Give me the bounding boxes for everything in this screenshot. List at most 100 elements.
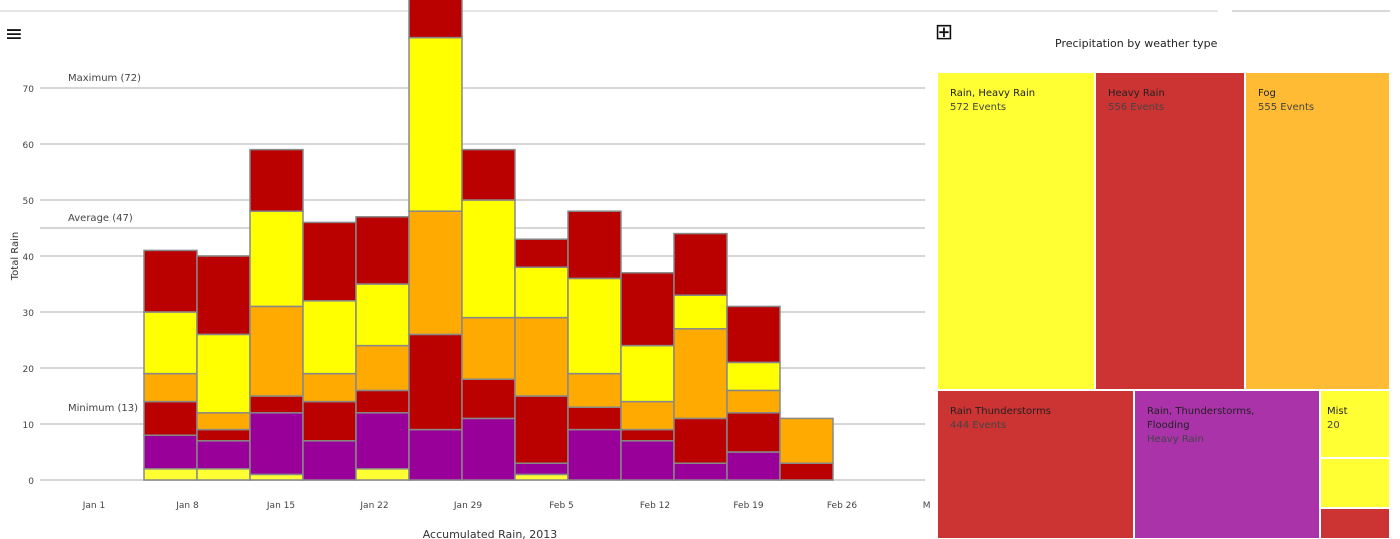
treemap-cell-2[interactable]: Fog 555 Events	[1245, 72, 1390, 390]
treemap-cell-value-5: 20	[1327, 420, 1340, 431]
treemap-cell-name-2: Fog	[1258, 88, 1276, 99]
bar-segment-7-2[interactable]	[514, 395, 569, 464]
bar-segment-11-4[interactable]	[726, 361, 781, 392]
bar-segment-0-5[interactable]	[143, 249, 198, 313]
bar-segment-3-1[interactable]	[302, 440, 357, 481]
bar-segment-3-5[interactable]	[302, 221, 357, 302]
bar-segment-0-1[interactable]	[143, 434, 198, 470]
bar-segment-10-4[interactable]	[673, 294, 728, 330]
bar-segment-8-3[interactable]	[567, 372, 622, 408]
bar-segment-4-1[interactable]	[355, 412, 410, 470]
x-tick-label-5: Feb 5	[549, 501, 574, 511]
y-tick-label-5: 50	[23, 197, 35, 207]
x-tick-label-4: Jan 29	[453, 501, 482, 511]
bar-segment-12-3[interactable]	[779, 417, 834, 464]
bar-segment-9-2[interactable]	[620, 428, 675, 442]
treemap-cell-name-4: Rain, Thunderstorms, Flooding	[1147, 406, 1255, 431]
y-tick-label-7: 70	[23, 85, 35, 95]
treemap-cell-value-2: 555 Events	[1258, 102, 1315, 113]
bar-segment-3-4[interactable]	[302, 300, 357, 375]
bar-segment-4-3[interactable]	[355, 344, 410, 392]
bar-segment-2-4[interactable]	[249, 210, 304, 308]
bar-segment-6-4[interactable]	[461, 199, 516, 319]
bar-segment-1-5[interactable]	[196, 255, 251, 336]
annotation-label-2: Minimum (13)	[68, 403, 138, 414]
treemap-cell-label-5: Mist 20	[1327, 405, 1348, 433]
bar-segment-11-2[interactable]	[726, 412, 781, 453]
bar-segment-8-4[interactable]	[567, 277, 622, 375]
bar-segment-4-2[interactable]	[355, 389, 410, 414]
bar-segment-8-1[interactable]	[567, 428, 622, 481]
bar-segment-9-3[interactable]	[620, 400, 675, 431]
bar-segment-3-2[interactable]	[302, 400, 357, 442]
x-tick-label-7: Feb 19	[733, 501, 764, 511]
bar-segment-8-5[interactable]	[567, 210, 622, 280]
bar-segment-7-3[interactable]	[514, 316, 569, 397]
bar-segment-3-3[interactable]	[302, 372, 357, 403]
treemap-options-icon[interactable]: ⊞	[934, 19, 954, 45]
bar-segment-0-2[interactable]	[143, 400, 198, 436]
bar-segment-4-4[interactable]	[355, 283, 410, 347]
bar-segment-0-0[interactable]	[143, 468, 198, 481]
bar-segment-6-3[interactable]	[461, 316, 516, 380]
treemap-cell-1[interactable]: Heavy Rain 556 Events	[1095, 72, 1245, 390]
bar-segment-4-5[interactable]	[355, 216, 410, 285]
bar-segment-5-5[interactable]	[408, 0, 463, 39]
treemap-cell-6[interactable]	[1320, 458, 1390, 508]
treemap-cell-3[interactable]: Rain Thunderstorms 444 Events	[937, 390, 1134, 539]
bar-segment-5-3[interactable]	[408, 210, 463, 336]
bar-segment-10-3[interactable]	[673, 328, 728, 420]
bar-segment-11-1[interactable]	[726, 451, 781, 481]
bar-segment-11-5[interactable]	[726, 305, 781, 364]
chart-options-icon[interactable]: ≡	[4, 21, 24, 47]
bar-segment-10-5[interactable]	[673, 232, 728, 296]
bar-segment-5-2[interactable]	[408, 333, 463, 431]
x-tick-label-3: Jan 22	[359, 501, 388, 511]
bar-segment-5-1[interactable]	[408, 428, 463, 481]
treemap-cell-7[interactable]	[1320, 508, 1390, 539]
annotation-label-0: Maximum (72)	[68, 73, 141, 84]
bar-segment-12-2[interactable]	[779, 462, 834, 481]
treemap-cell-label-4: Rain, Thunderstorms, Flooding Heavy Rain	[1147, 405, 1294, 447]
y-tick-label-1: 10	[23, 421, 35, 431]
treemap-cell-5[interactable]: Mist 20	[1320, 390, 1390, 458]
treemap-cell-0[interactable]: Rain, Heavy Rain 572 Events	[937, 72, 1095, 390]
bar-segment-7-4[interactable]	[514, 266, 569, 319]
bar-segment-5-4[interactable]	[408, 36, 463, 212]
treemap-cell-4[interactable]: Rain, Thunderstorms, Flooding Heavy Rain	[1134, 390, 1320, 539]
treemap-cell-value-3: 444 Events	[950, 420, 1007, 431]
bar-segment-7-1[interactable]	[514, 462, 569, 476]
bar-segment-9-5[interactable]	[620, 272, 675, 347]
annotation-label-1: Average (47)	[68, 213, 133, 224]
bar-segment-6-1[interactable]	[461, 417, 516, 481]
bar-segment-6-2[interactable]	[461, 378, 516, 420]
bar-segment-7-5[interactable]	[514, 238, 569, 268]
bar-segment-2-5[interactable]	[249, 148, 304, 212]
bar-segment-7-0[interactable]	[514, 473, 569, 481]
bar-segment-1-1[interactable]	[196, 440, 251, 470]
treemap-cell-label-3: Rain Thunderstorms 444 Events	[950, 405, 1051, 433]
bar-segment-2-2[interactable]	[249, 395, 304, 414]
bar-segment-6-5[interactable]	[461, 148, 516, 201]
bar-segment-4-0[interactable]	[355, 468, 410, 481]
bar-segment-9-4[interactable]	[620, 344, 675, 403]
bar-segment-1-4[interactable]	[196, 333, 251, 414]
x-tick-label-1: Jan 8	[175, 501, 199, 511]
bar-segment-9-1[interactable]	[620, 440, 675, 481]
bar-segment-1-2[interactable]	[196, 428, 251, 442]
treemap-title: Precipitation by weather type	[1055, 37, 1218, 50]
bar-segment-0-3[interactable]	[143, 372, 198, 403]
bar-segment-2-0[interactable]	[249, 473, 304, 481]
bar-segment-0-4[interactable]	[143, 311, 198, 375]
bar-segment-10-2[interactable]	[673, 417, 728, 464]
bar-segment-1-0[interactable]	[196, 468, 251, 481]
y-tick-label-4: 40	[23, 253, 35, 263]
x-tick-label-2: Jan 15	[266, 501, 295, 511]
treemap-cell-name-0: Rain, Heavy Rain	[950, 88, 1036, 99]
bar-segment-1-3[interactable]	[196, 412, 251, 431]
bar-segment-8-2[interactable]	[567, 406, 622, 431]
bar-segment-2-1[interactable]	[249, 412, 304, 476]
bar-segment-10-1[interactable]	[673, 462, 728, 481]
bar-segment-2-3[interactable]	[249, 305, 304, 397]
bar-segment-11-3[interactable]	[726, 389, 781, 414]
